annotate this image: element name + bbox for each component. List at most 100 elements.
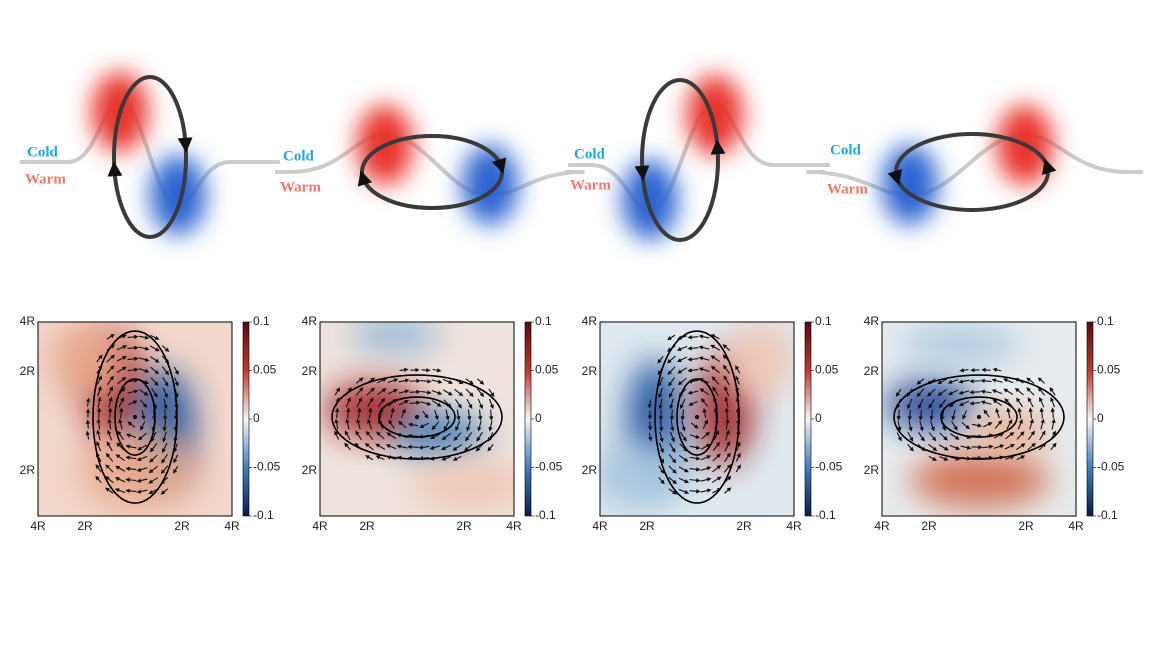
velocity-vector <box>983 409 990 418</box>
velocity-vector <box>465 378 474 385</box>
model-panel: 4R 2R 2R 4R 2R 2R 4R 0.1 0.05 0 -0.05 -0.1 <box>582 314 843 533</box>
velocity-vector <box>723 375 730 386</box>
velocity-vector <box>993 444 1005 449</box>
velocity-vector <box>390 407 395 419</box>
velocity-vector <box>969 389 981 395</box>
colorbar-tick-label: 0 <box>535 411 542 425</box>
anomaly <box>725 322 794 400</box>
colorbar-tick-label: 0.05 <box>1097 363 1121 377</box>
y-tick-label: 2R <box>20 463 36 477</box>
velocity-vector <box>735 464 741 473</box>
velocity-vector <box>698 367 710 373</box>
anomaly <box>970 410 1050 450</box>
velocity-vector <box>127 345 139 351</box>
velocity-vector <box>947 389 959 396</box>
velocity-vector <box>1037 387 1046 396</box>
axes-frame <box>319 321 515 517</box>
velocity-vector <box>174 377 179 387</box>
velocity-vector <box>118 397 124 408</box>
velocity-vector <box>947 379 959 384</box>
velocity-vector <box>344 442 351 451</box>
velocity-vector <box>929 409 934 421</box>
velocity-vector <box>958 400 970 407</box>
velocity-vector <box>140 421 146 431</box>
velocity-vector <box>702 407 707 419</box>
velocity-vector <box>150 334 160 340</box>
vortex-core <box>940 396 1018 438</box>
velocity-vector <box>136 478 148 483</box>
velocity-vector <box>376 431 385 440</box>
velocity-vector <box>115 465 126 472</box>
y-tick-label: 2R <box>20 364 36 378</box>
colorbar-tick-label: -0.1 <box>1097 508 1118 522</box>
velocity-vector <box>398 378 410 383</box>
velocity-vector <box>409 389 421 395</box>
velocity-vector <box>138 357 150 362</box>
vortex-outline <box>92 330 178 504</box>
velocity-vector <box>687 357 699 362</box>
velocity-vector <box>668 465 677 474</box>
y-tick-label: 2R <box>302 463 318 477</box>
velocity-vector <box>452 455 462 461</box>
velocity-vector <box>928 443 938 452</box>
velocity-vector <box>735 365 741 374</box>
velocity-vector <box>104 475 114 484</box>
velocity-vector <box>1017 407 1022 419</box>
velocity-vector <box>669 431 675 443</box>
velocity-vector <box>669 442 676 453</box>
velocity-vector <box>452 444 463 451</box>
velocity-vector <box>127 367 139 372</box>
velocity-vector <box>659 431 664 443</box>
velocity-vector <box>1027 397 1034 408</box>
velocity-vector <box>477 398 483 410</box>
vortex-core <box>378 396 456 438</box>
y-tick-label: 4R <box>582 314 598 328</box>
velocity-vector <box>908 420 913 432</box>
velocity-vector <box>689 467 701 472</box>
x-tick-label: 2R <box>736 519 752 533</box>
vortex-outline <box>654 330 740 504</box>
model-panel: 4R 2R 2R 4R 2R 2R 4R 0.1 0.05 0 -0.05 -0.1 <box>302 314 563 533</box>
velocity-vector <box>1003 388 1014 395</box>
velocity-vector <box>667 366 676 375</box>
velocity-vector <box>928 398 935 409</box>
velocity-vector <box>464 443 473 452</box>
velocity-vector <box>723 487 732 494</box>
velocity-vector <box>710 355 721 363</box>
velocity-vector <box>377 388 387 396</box>
velocity-vector <box>116 442 125 451</box>
velocity-vector <box>995 407 1000 419</box>
velocity-vector <box>162 431 167 443</box>
velocity-vector <box>466 420 471 432</box>
schematic-panel: Cold Warm <box>275 105 585 225</box>
velocity-vector <box>1005 431 1015 440</box>
velocity-vector <box>476 388 485 398</box>
velocity-vector <box>465 432 473 442</box>
velocity-vector <box>722 364 731 374</box>
velocity-vector <box>173 366 179 376</box>
velocity-vector <box>907 409 912 421</box>
velocity-vector <box>421 367 431 373</box>
velocity-vector <box>677 377 687 386</box>
velocity-vector <box>938 399 947 409</box>
velocity-vector <box>106 354 116 363</box>
velocity-vector <box>162 387 168 399</box>
velocity-vector <box>345 418 350 430</box>
x-tick-label: 2R <box>639 519 655 533</box>
velocity-vector <box>117 430 124 441</box>
y-tick-label: 2R <box>582 364 598 378</box>
velocity-vector <box>698 345 710 350</box>
velocity-vector <box>668 454 677 464</box>
velocity-vector <box>488 420 493 432</box>
velocity-vector <box>355 387 364 396</box>
velocity-vector <box>658 442 664 454</box>
axes-frame <box>37 321 233 517</box>
velocity-vector <box>106 375 114 386</box>
velocity-vector <box>334 430 340 440</box>
cold-anomaly <box>622 160 678 240</box>
colorbar-tick-label: 0.1 <box>535 314 552 328</box>
velocity-vector <box>937 389 947 396</box>
velocity-vector <box>736 441 741 451</box>
velocity-vector <box>95 475 102 484</box>
